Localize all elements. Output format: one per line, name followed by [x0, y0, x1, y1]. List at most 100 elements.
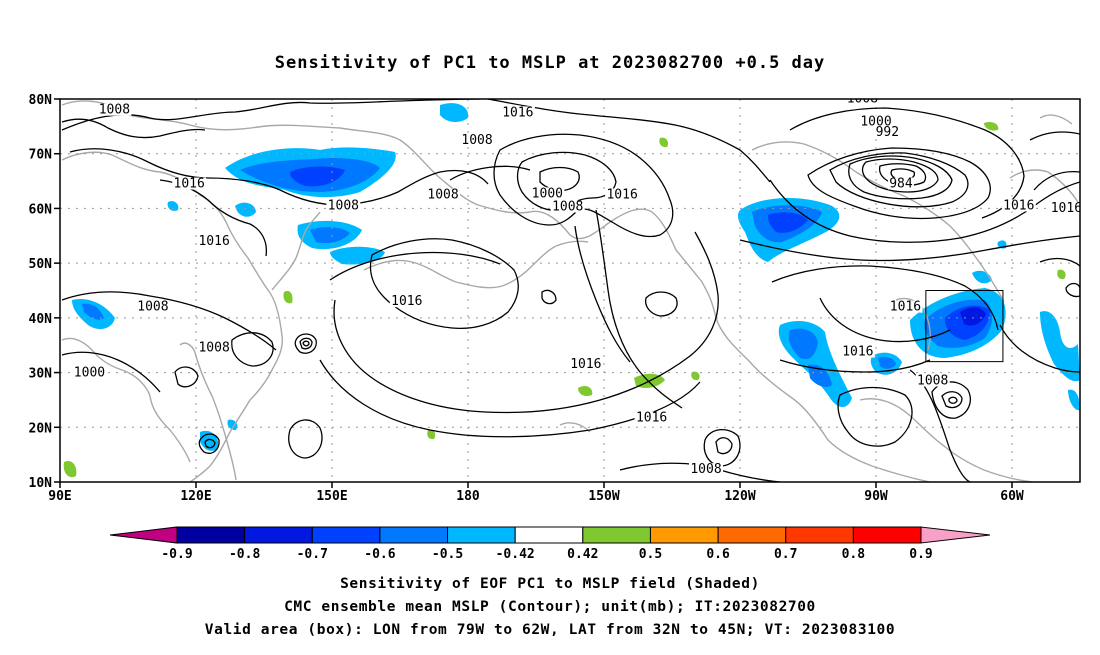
footer-line-3: Valid area (box): LON from 79W to 62W, L… [205, 622, 895, 638]
lat-label: 80N [29, 93, 53, 108]
colorbar-box [447, 526, 516, 544]
contour-label: 1008 [328, 198, 359, 213]
contour-label: 1016 [1003, 198, 1034, 213]
colorbar-label: 0.42 [567, 547, 598, 562]
valid-area-rect [925, 290, 1004, 363]
contour-label-bg [887, 177, 914, 190]
colorbar-box [311, 526, 381, 544]
contour-label: 1000 [74, 365, 105, 380]
map-frame [59, 98, 1081, 483]
contour-label-bg [197, 234, 232, 247]
contour-label-bg [888, 300, 923, 313]
mslp-contours [61, 99, 1080, 482]
lat-label: 10N [29, 476, 53, 491]
contour-label: 1016 [391, 294, 422, 309]
colorbar-box [514, 526, 584, 544]
contour-label: 1000 [860, 115, 891, 130]
figure-title: Sensitivity of PC1 to MSLP at 2023082700… [275, 53, 826, 73]
contour-label-bg [97, 103, 132, 116]
colorbar-label: -0.5 [432, 547, 463, 562]
contour-label-bg [634, 411, 669, 424]
colorbar-high-arrow [920, 526, 991, 544]
contour-label-bg [1001, 199, 1036, 212]
colorbar-box [379, 526, 449, 544]
contour-label: 1016 [1051, 201, 1082, 216]
contour-label-bg [859, 115, 893, 128]
contour-label-bg [426, 188, 461, 201]
contour-label-bg [874, 126, 901, 139]
contour-label-bg [915, 374, 950, 387]
contour-label: 984 [889, 177, 913, 192]
contour-label-bg [135, 300, 170, 313]
contour-label-bg [840, 345, 875, 358]
contour-label: 1016 [174, 177, 205, 192]
lon-label: 150W [588, 489, 619, 504]
contour-label-bg [500, 106, 535, 119]
colorbar-box [176, 526, 246, 544]
lon-label: 90E [48, 489, 71, 504]
colorbar-label: -0.42 [496, 547, 535, 562]
lat-label: 70N [29, 148, 53, 163]
colorbar-label: -0.9 [161, 547, 192, 562]
contour-label-bg [1049, 202, 1080, 215]
contour-label-bg [326, 199, 361, 212]
colorbar-label: 0.6 [706, 547, 730, 562]
colorbar-box [852, 526, 922, 544]
map-background [60, 99, 1080, 482]
colorbar-label: -0.8 [229, 547, 260, 562]
contour-label: 1016 [198, 234, 229, 249]
lat-label: 30N [29, 367, 53, 382]
colorbar-label: 0.7 [774, 547, 797, 562]
lon-label: 120E [180, 489, 211, 504]
contour-label: 1016 [842, 345, 873, 360]
colorbar-box [582, 526, 651, 544]
contour-label: 1008 [690, 462, 721, 477]
contour-label-bg [568, 358, 603, 371]
contour-label-bg [389, 295, 424, 308]
lon-label: 90W [864, 489, 888, 504]
contour-label: 1008 [137, 300, 168, 315]
footer-line-1: Sensitivity of EOF PC1 to MSLP field (Sh… [340, 576, 760, 592]
colorbar-box [717, 526, 787, 544]
footer-line-2: CMC ensemble mean MSLP (Contour); unit(m… [284, 599, 816, 615]
contour-label-bg [197, 341, 232, 354]
contour-label-bg [460, 133, 495, 146]
contour-label-bg [605, 188, 640, 201]
contour-label-bg [689, 463, 723, 476]
contour-label: 1008 [917, 374, 948, 389]
contour-label: 1008 [198, 341, 229, 356]
shade-siberia [167, 103, 469, 265]
colorbar-label: 0.9 [909, 547, 932, 562]
contour-label: 1000 [532, 186, 563, 201]
contour-label: 1016 [890, 300, 921, 315]
lat-label: 40N [29, 312, 53, 327]
contour-label: 1016 [636, 411, 667, 426]
contour-label: 1008 [427, 187, 458, 202]
contour-label-bg [72, 366, 107, 379]
lon-label: 150E [316, 489, 347, 504]
lon-label: 60W [1000, 489, 1024, 504]
lon-label: 180 [456, 489, 480, 504]
lat-label: 20N [29, 421, 53, 436]
longitude-axis-labels: 90E 120E 150E 180 150W 120W 90W 60W [48, 482, 1024, 504]
colorbar-box [649, 526, 719, 544]
contour-label: 1008 [99, 103, 130, 118]
contour-label: 1016 [606, 187, 637, 202]
contour-label: 1008 [461, 133, 492, 148]
contour-label-bg [172, 177, 207, 190]
lat-label: 50N [29, 257, 53, 272]
valid-area-box [925, 290, 1004, 363]
colorbar-label: -0.7 [297, 547, 328, 562]
colorbar: -0.9 -0.8 -0.7 -0.6 -0.5 -0.42 0.42 0.5 0.6 0.7 0.… [109, 526, 991, 562]
lat-label: 60N [29, 202, 53, 217]
contour-label: 992 [876, 125, 899, 140]
colorbar-box [785, 526, 854, 544]
contour-label: 1008 [847, 92, 878, 107]
contour-label-bg [530, 187, 565, 200]
shade-atlantic [778, 240, 1080, 411]
latitude-axis-labels: 80N 70N 60N 50N 40N 30N 20N 10N [29, 93, 60, 491]
colorbar-box [244, 526, 313, 544]
